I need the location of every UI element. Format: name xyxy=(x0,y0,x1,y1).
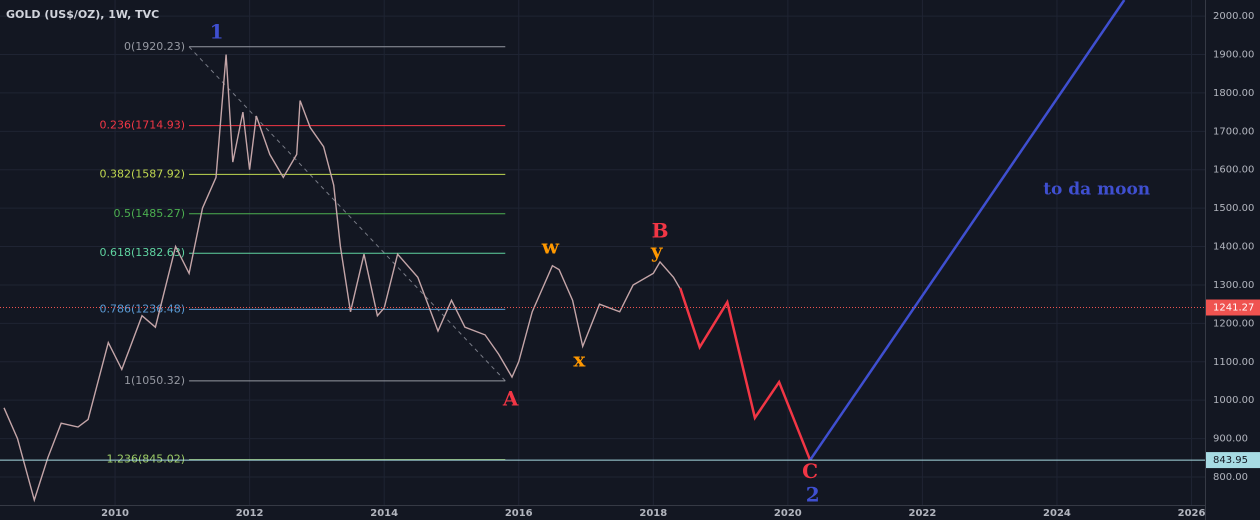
x-tick-label: 2010 xyxy=(101,508,129,519)
price-line-series xyxy=(3,54,681,503)
plot-area: 0(1920.23) 0.236(1714.93) 0.382(1587.92) 0.… xyxy=(0,0,1205,506)
fib-label: 0.786(1236.48) xyxy=(99,302,185,315)
x-tick-label: 2012 xyxy=(236,508,264,519)
price-label: 1241.27 xyxy=(1213,303,1254,314)
y-tick-label: 2000.00 xyxy=(1213,11,1254,22)
y-tick-label: 1400.00 xyxy=(1213,242,1254,253)
x-tick-label: 2022 xyxy=(908,508,936,519)
y-tick-label: 1300.00 xyxy=(1213,280,1254,291)
fib-label: 0.618(1382.63) xyxy=(99,246,185,259)
wave-label: C xyxy=(802,459,818,483)
wave-label: A xyxy=(502,387,519,411)
projection-path xyxy=(679,287,812,461)
fib-label: 0.236(1714.93) xyxy=(99,119,185,132)
wave-label: w xyxy=(541,235,560,259)
y-tick-label: 1100.00 xyxy=(1213,357,1254,368)
y-tick-label: 1800.00 xyxy=(1213,88,1254,99)
x-tick-label: 2016 xyxy=(505,508,533,519)
x-tick-label: 2026 xyxy=(1178,508,1206,519)
fib-label: 0.5(1485.27) xyxy=(113,207,185,220)
fib-label: 0.382(1587.92) xyxy=(99,167,185,180)
y-tick-label: 900.00 xyxy=(1213,434,1248,445)
chart-title: GOLD (US$/OZ), 1W, TVC xyxy=(6,8,159,21)
y-tick-label: 1200.00 xyxy=(1213,318,1254,329)
y-tick-label: 1500.00 xyxy=(1213,203,1254,214)
fib-label: 1.236(845.02) xyxy=(106,453,185,466)
wave-label: y xyxy=(650,238,664,262)
fib-label: 1(1050.32) xyxy=(124,374,185,387)
y-tick-label: 1700.00 xyxy=(1213,126,1254,137)
wave-label: to da moon xyxy=(1043,180,1150,200)
wave-label: 1 xyxy=(210,20,224,44)
x-tick-label: 2024 xyxy=(1043,508,1071,519)
wave-label: B xyxy=(652,218,669,242)
x-tick-label: 2020 xyxy=(774,508,802,519)
fib-label: 0(1920.23) xyxy=(124,40,185,53)
y-tick-label: 1000.00 xyxy=(1213,395,1254,406)
price-label-box xyxy=(1206,299,1260,316)
wave-label: x xyxy=(573,347,586,371)
price-label: 843.95 xyxy=(1213,455,1248,466)
target-path xyxy=(809,0,1126,461)
y-tick-label: 1900.00 xyxy=(1213,50,1254,61)
y-tick-label: 800.00 xyxy=(1213,472,1248,483)
x-tick-label: 2014 xyxy=(370,508,398,519)
wave-label: 2 xyxy=(806,482,820,506)
x-tick-label: 2018 xyxy=(639,508,667,519)
y-tick-label: 1600.00 xyxy=(1213,165,1254,176)
price-label-box xyxy=(1206,452,1260,469)
